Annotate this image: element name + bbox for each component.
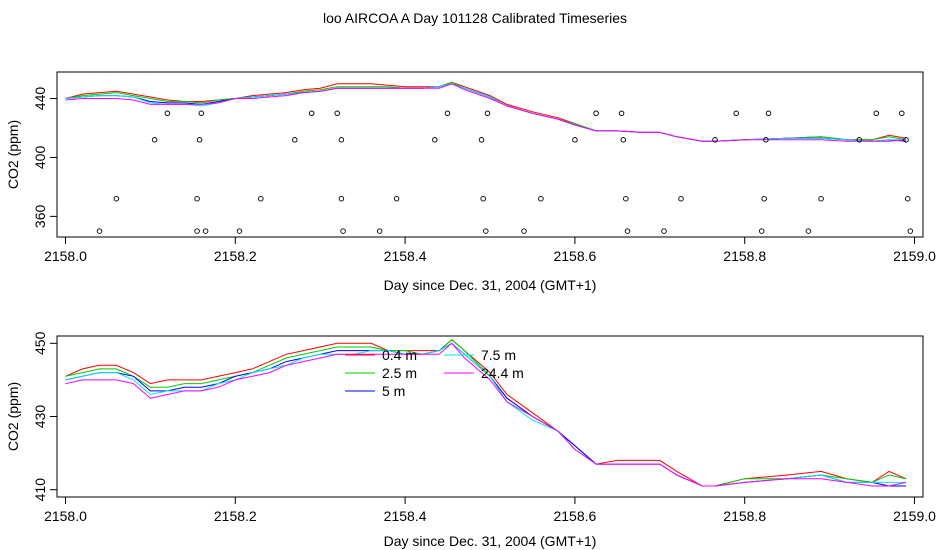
scatter-point bbox=[620, 137, 627, 143]
x-tick-label: 2158.0 bbox=[44, 248, 87, 264]
scatter-point bbox=[818, 195, 824, 202]
scatter-point bbox=[334, 110, 340, 117]
scatter-point bbox=[593, 110, 599, 117]
x-tick-label: 2158.0 bbox=[44, 508, 87, 524]
legend-label: 7.5 m bbox=[481, 347, 516, 363]
scatter-point bbox=[805, 228, 812, 234]
plot-frame bbox=[56, 71, 924, 238]
y-tick-label: 400 bbox=[32, 146, 48, 170]
scatter-point bbox=[340, 228, 346, 234]
scatter-point bbox=[521, 228, 527, 234]
y-tick-label: 430 bbox=[32, 405, 48, 429]
x-axis-label: Day since Dec. 31, 2004 (GMT+1) bbox=[384, 277, 597, 293]
x-tick-label: 2158.8 bbox=[723, 248, 766, 264]
scatter-point bbox=[904, 195, 911, 202]
scatter-point bbox=[907, 228, 914, 234]
x-tick-label: 2158.8 bbox=[723, 508, 766, 524]
scatter-point bbox=[338, 195, 345, 202]
scatter-point bbox=[903, 137, 909, 143]
scatter-point bbox=[572, 137, 578, 143]
x-tick-label: 2158.4 bbox=[384, 248, 427, 264]
x-tick-label: 2159.0 bbox=[893, 508, 936, 524]
scatter-point bbox=[194, 228, 200, 234]
scatter-point bbox=[338, 137, 345, 143]
scatter-point bbox=[151, 137, 158, 143]
scatter-point bbox=[444, 110, 451, 117]
scatter-point bbox=[856, 137, 863, 143]
scatter-point bbox=[432, 137, 438, 143]
scatter-point bbox=[661, 228, 667, 234]
scatter-point bbox=[761, 195, 767, 202]
scatter-point bbox=[393, 195, 400, 202]
scatter-point bbox=[538, 195, 544, 202]
y-tick-label: 440 bbox=[32, 87, 48, 111]
y-axis-label: CO2 (ppm) bbox=[5, 120, 21, 189]
scatter-point bbox=[623, 195, 629, 202]
x-tick-label: 2159.0 bbox=[893, 248, 936, 264]
scatter-point bbox=[678, 195, 684, 202]
y-axis-label: CO2 (ppm) bbox=[5, 382, 21, 451]
scatter-point bbox=[196, 137, 203, 143]
legend-label: 2.5 m bbox=[382, 365, 417, 381]
scatter-point bbox=[198, 110, 205, 117]
legend-label: 24.4 m bbox=[481, 365, 524, 381]
scatter-point bbox=[478, 137, 485, 143]
scatter-point bbox=[758, 228, 765, 234]
scatter-point bbox=[164, 110, 171, 117]
upper-chart: 2158.0 2158.2 2158.4 2158.6 2158.8 2159.0 360 4… bbox=[5, 71, 936, 293]
y-tick-label: 450 bbox=[32, 331, 48, 355]
scatter-point bbox=[291, 137, 298, 143]
scatter-point bbox=[765, 110, 772, 117]
legend-label: 5 m bbox=[382, 383, 405, 399]
scatter-point bbox=[899, 110, 905, 117]
lower-chart: 2158.0 2158.2 2158.4 2158.6 2158.8 2159.0 410 4… bbox=[5, 331, 936, 549]
scatter-point bbox=[763, 137, 769, 143]
scatter-point bbox=[202, 228, 209, 234]
scatter-point bbox=[618, 110, 625, 117]
x-axis-label: Day since Dec. 31, 2004 (GMT+1) bbox=[384, 533, 597, 549]
scatter-point bbox=[712, 137, 718, 143]
scatter-point bbox=[873, 110, 880, 117]
scatter-point bbox=[194, 195, 200, 202]
scatter-point bbox=[484, 110, 491, 117]
x-tick-label: 2158.6 bbox=[553, 508, 596, 524]
scatter-point bbox=[113, 195, 120, 202]
scatter-point bbox=[308, 110, 315, 117]
scatter-point bbox=[376, 228, 383, 234]
scatter-point bbox=[258, 195, 264, 202]
scatter-point bbox=[733, 110, 739, 117]
x-tick-label: 2158.2 bbox=[214, 248, 257, 264]
scatter-point bbox=[236, 228, 243, 234]
x-tick-label: 2158.2 bbox=[214, 508, 257, 524]
scatter-point bbox=[483, 228, 489, 234]
y-tick-label: 360 bbox=[32, 204, 48, 228]
series-line-24-4-m bbox=[65, 342, 907, 487]
scatter-point bbox=[480, 195, 486, 202]
scatter-point bbox=[624, 228, 631, 234]
legend-label: 0.4 m bbox=[382, 347, 417, 363]
x-tick-label: 2158.6 bbox=[553, 248, 596, 264]
x-tick-label: 2158.4 bbox=[384, 508, 427, 524]
page-title: loo AIRCOA A Day 101128 Calibrated Times… bbox=[322, 10, 627, 26]
y-tick-label: 410 bbox=[32, 478, 48, 502]
scatter-point bbox=[96, 228, 103, 234]
